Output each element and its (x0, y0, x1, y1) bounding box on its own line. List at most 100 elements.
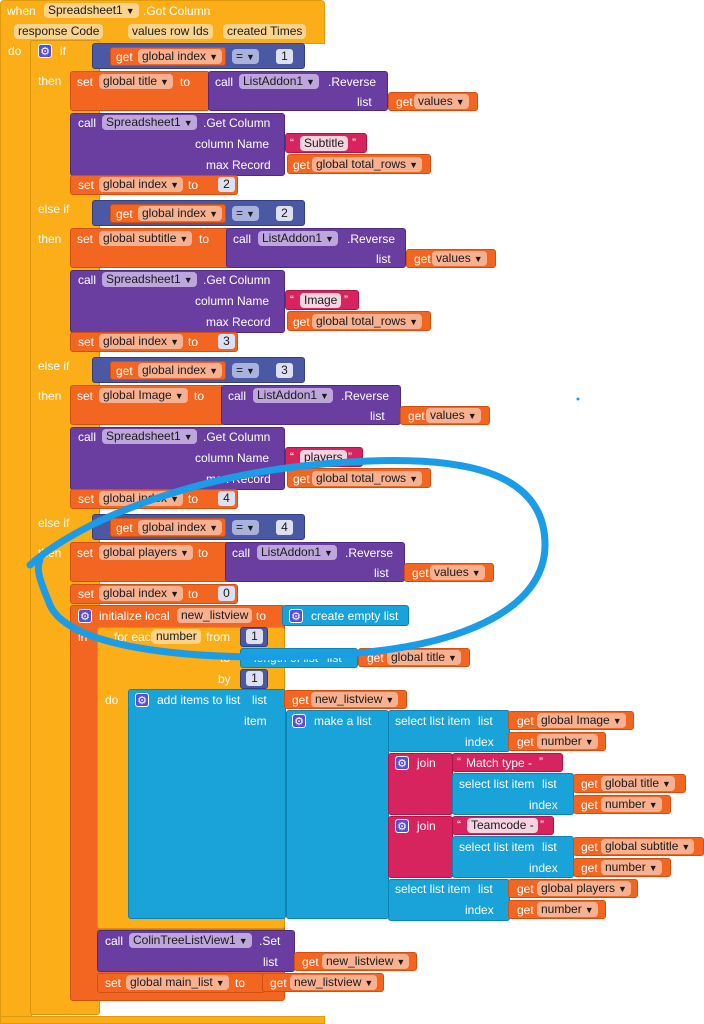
var-dropdown-global-index[interactable]: global index ▼ (99, 177, 183, 192)
var-dropdown-total-rows[interactable]: global total_rows ▼ (312, 157, 422, 172)
spreadsheet-dropdown[interactable]: Spreadsheet1 ▼ (102, 272, 197, 287)
colintree-dropdown[interactable]: ColinTreeListView1 ▼ (129, 933, 252, 948)
text-value[interactable]: Match type - (466, 756, 533, 770)
var-dropdown-global-subtitle[interactable]: global subtitle ▼ (601, 839, 695, 854)
select-item-label: select list item (395, 714, 471, 728)
param-created-times[interactable]: created Times (223, 24, 307, 39)
number-literal[interactable]: 4 (276, 520, 293, 535)
var-dropdown-global-image[interactable]: global Image ▼ (99, 388, 188, 403)
text-string-block[interactable] (452, 753, 563, 772)
number-literal[interactable]: 1 (246, 629, 263, 644)
max-record-label: max Record (206, 158, 271, 172)
annotation-loop-stroke (26, 457, 549, 661)
operator-dropdown[interactable]: = ▼ (232, 520, 259, 535)
var-dropdown-new-listview[interactable]: new_listview ▼ (322, 954, 410, 969)
var-dropdown-values[interactable]: values ▼ (432, 251, 487, 266)
from-label: from (206, 630, 230, 644)
var-dropdown-values[interactable]: values ▼ (430, 565, 485, 580)
var-dropdown-global-index[interactable]: global index ▼ (138, 49, 222, 64)
select-item-image-block[interactable] (388, 710, 510, 752)
reverse-method-label: .Reverse (347, 232, 396, 246)
get-label: get (396, 95, 413, 109)
create-empty-list-block[interactable] (282, 605, 409, 626)
param-row-ids[interactable]: row Ids (166, 24, 213, 39)
by-label: by (218, 672, 231, 686)
var-dropdown-new-listview[interactable]: new_listview ▼ (290, 975, 378, 990)
text-value[interactable]: Image (300, 293, 342, 308)
listaddon-dropdown[interactable]: ListAddon1 ▼ (257, 545, 337, 560)
var-dropdown-global-index[interactable]: global index ▼ (138, 363, 222, 378)
number-literal[interactable]: 2 (276, 206, 293, 221)
mutator-gear-icon[interactable]: ⚙ (38, 44, 52, 58)
for-each-label: for each (114, 630, 158, 644)
text-value[interactable]: Subtitle (300, 136, 349, 151)
operator-dropdown[interactable]: = ▼ (232, 363, 259, 378)
get-label: get (517, 735, 534, 749)
mutator-gear-icon[interactable]: ⚙ (395, 819, 409, 833)
var-dropdown-number[interactable]: number ▼ (537, 734, 598, 749)
event-component-dropdown[interactable]: Spreadsheet1 ▼ (44, 3, 139, 18)
select-item-title-block[interactable] (452, 773, 574, 815)
operator-dropdown[interactable]: = ▼ (232, 49, 259, 64)
number-literal[interactable]: 4 (218, 491, 235, 506)
param-values[interactable]: values (128, 24, 171, 39)
mutator-gear-icon[interactable]: ⚙ (289, 609, 303, 623)
var-dropdown-number[interactable]: number ▼ (601, 860, 662, 875)
event-left-body (0, 40, 32, 1024)
number-literal[interactable]: 1 (276, 49, 293, 64)
listaddon-dropdown[interactable]: ListAddon1 ▼ (253, 388, 333, 403)
var-dropdown-total-rows[interactable]: global total_rows ▼ (312, 314, 422, 329)
text-value[interactable]: Teamcode - (467, 818, 538, 833)
index-label: index (465, 735, 494, 749)
param-response-code[interactable]: response Code (14, 24, 104, 39)
number-literal[interactable]: 3 (218, 334, 235, 349)
var-dropdown-number[interactable]: number ▼ (601, 797, 662, 812)
list-label: list (263, 955, 278, 969)
var-dropdown-global-main-list[interactable]: global main_list ▼ (126, 975, 229, 990)
make-list-block[interactable] (286, 710, 389, 919)
var-dropdown-global-index[interactable]: global index ▼ (99, 334, 183, 349)
mutator-gear-icon[interactable]: ⚙ (135, 693, 149, 707)
mutator-gear-icon[interactable]: ⚙ (395, 756, 409, 770)
number-literal[interactable]: 2 (218, 177, 235, 192)
get-label: get (116, 207, 133, 221)
var-dropdown-global-index[interactable]: global index ▼ (138, 520, 222, 535)
var-dropdown-global-players[interactable]: global players ▼ (99, 545, 193, 560)
get-label: get (293, 158, 310, 172)
var-dropdown-global-index[interactable]: global index ▼ (138, 206, 222, 221)
add-items-block[interactable] (128, 689, 286, 919)
listaddon-dropdown[interactable]: ListAddon1 ▼ (239, 74, 319, 89)
number-literal[interactable]: 1 (246, 671, 263, 686)
listaddon-dropdown[interactable]: ListAddon1 ▼ (258, 231, 338, 246)
select-item-subtitle-block[interactable] (452, 836, 574, 878)
get-label: get (302, 955, 319, 969)
spreadsheet-dropdown[interactable]: Spreadsheet1 ▼ (102, 429, 197, 444)
var-dropdown-global-title[interactable]: global title ▼ (601, 776, 675, 791)
get-label: get (517, 714, 534, 728)
join-label: join (417, 819, 436, 833)
operator-dropdown[interactable]: = ▼ (232, 206, 259, 221)
var-dropdown-global-image[interactable]: global Image ▼ (537, 713, 626, 728)
var-dropdown-global-index[interactable]: global index ▼ (99, 586, 183, 601)
var-dropdown-global-title[interactable]: global title ▼ (387, 650, 461, 665)
var-dropdown-number[interactable]: number ▼ (537, 902, 598, 917)
local-var-name-field[interactable]: new_listview (177, 608, 253, 623)
var-dropdown-values[interactable]: values ▼ (414, 94, 469, 109)
get-label: get (517, 882, 534, 896)
number-literal[interactable]: 0 (218, 586, 235, 601)
var-dropdown-global-subtitle[interactable]: global subtitle ▼ (99, 231, 193, 246)
var-dropdown-new-listview[interactable]: new_listview ▼ (311, 692, 399, 707)
get-label: get (517, 903, 534, 917)
mutator-gear-icon[interactable]: ⚙ (78, 609, 92, 623)
number-literal[interactable]: 3 (276, 363, 293, 378)
list-label: list (542, 840, 557, 854)
var-dropdown-total-rows[interactable]: global total_rows ▼ (312, 471, 422, 486)
mutator-gear-icon[interactable]: ⚙ (292, 714, 306, 728)
call-label: call (215, 75, 234, 89)
spreadsheet-dropdown[interactable]: Spreadsheet1 ▼ (102, 115, 197, 130)
set-players-block[interactable] (70, 542, 230, 582)
var-dropdown-values[interactable]: values ▼ (426, 408, 481, 423)
loop-var-field[interactable]: number (152, 629, 201, 644)
var-dropdown-global-players[interactable]: global players ▼ (537, 881, 631, 896)
var-dropdown-global-title[interactable]: global title ▼ (99, 74, 173, 89)
